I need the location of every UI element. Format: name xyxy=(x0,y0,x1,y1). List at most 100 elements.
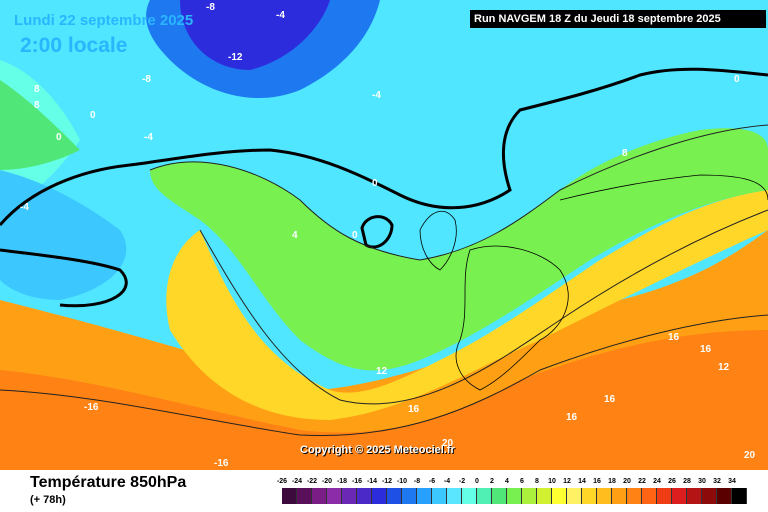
legend-swatch xyxy=(477,488,492,504)
legend-tick: 22 xyxy=(638,478,646,485)
legend-swatch xyxy=(342,488,357,504)
legend-tick: 14 xyxy=(578,478,586,485)
legend-swatch xyxy=(387,488,402,504)
contour-label: 16 xyxy=(408,404,420,415)
legend-swatch xyxy=(552,488,567,504)
legend-tick: -2 xyxy=(458,478,466,485)
contour-label: 16 xyxy=(566,412,578,423)
legend-tick: 28 xyxy=(683,478,691,485)
contour-label: 12 xyxy=(376,366,388,377)
contour-label: -4 xyxy=(20,202,29,213)
contour-label: -12 xyxy=(228,52,243,63)
contour-label: 16 xyxy=(604,394,616,405)
contour-label: 16 xyxy=(700,344,712,355)
legend-tick: 12 xyxy=(563,478,571,485)
legend-tick: -14 xyxy=(366,478,378,485)
contour-label: -4 xyxy=(144,132,153,143)
cool-region xyxy=(0,170,127,300)
contour-label: 4 xyxy=(292,230,298,241)
contour-label: -8 xyxy=(206,2,215,13)
warm-orange-region xyxy=(0,330,768,470)
legend-tick: 16 xyxy=(593,478,601,485)
legend-swatch xyxy=(507,488,522,504)
legend-tick: 8 xyxy=(535,478,539,485)
contour-label: -4 xyxy=(276,10,285,21)
coastline xyxy=(419,174,768,391)
contour-label: -8 xyxy=(142,74,151,85)
legend-swatch xyxy=(432,488,447,504)
legend-swatch xyxy=(282,488,297,504)
contour-label: 0 xyxy=(734,74,740,85)
legend-tick: -26 xyxy=(276,478,288,485)
contour-label: 20 xyxy=(744,450,756,461)
contour-label: 8 xyxy=(34,100,40,111)
legend-tick: 20 xyxy=(623,478,631,485)
legend-tick: 0 xyxy=(475,478,479,485)
legend-ticks: -26 -24 -22 -20 -18 -16 -14 -12 -10 -8 -6 -4 -2 0 2 4 6 8… xyxy=(277,478,752,488)
contour-0-west-line xyxy=(0,248,128,308)
contour-label: 0 xyxy=(372,178,378,189)
copyright-label: Copyright © 2025 Meteociel.fr xyxy=(300,444,455,456)
footer: Température 850hPa (+ 78h) -26 -24 -22 -20-… xyxy=(0,470,768,512)
legend-swatch xyxy=(462,488,477,504)
variable-title: Température 850hPa xyxy=(30,474,187,491)
legend-swatch xyxy=(642,488,657,504)
legend-swatch xyxy=(597,488,612,504)
legend-tick: 30 xyxy=(698,478,706,485)
legend-tick: 10 xyxy=(548,478,556,485)
contour-label: 0 xyxy=(90,110,96,121)
legend-tick: -4 xyxy=(443,478,451,485)
legend-tick: 26 xyxy=(668,478,676,485)
legend-tick: -24 xyxy=(291,478,303,485)
contour-label: 8 xyxy=(622,148,628,159)
west-green-region xyxy=(0,80,80,170)
contour-label: 12 xyxy=(718,362,730,373)
legend-swatch xyxy=(312,488,327,504)
contour-line xyxy=(149,124,768,261)
legend-swatch xyxy=(372,488,387,504)
legend-swatch xyxy=(567,488,582,504)
legend-swatch xyxy=(417,488,432,504)
contour-line xyxy=(199,209,768,405)
legend-tick: 4 xyxy=(505,478,509,485)
legend-swatch xyxy=(612,488,627,504)
legend-tick: -20 xyxy=(321,478,333,485)
contour-label: 20 xyxy=(442,438,454,449)
green-region xyxy=(150,128,768,371)
legend-tick: 24 xyxy=(653,478,661,485)
legend-swatch xyxy=(297,488,312,504)
contour-label: 16 xyxy=(668,332,680,343)
legend-tick: -16 xyxy=(351,478,363,485)
legend-swatch xyxy=(717,488,732,504)
legend-tick: -8 xyxy=(413,478,421,485)
legend-swatch xyxy=(402,488,417,504)
legend-swatch xyxy=(492,488,507,504)
legend-swatch xyxy=(732,488,747,504)
legend-tick: 32 xyxy=(713,478,721,485)
legend-swatch xyxy=(582,488,597,504)
legend-tick: -22 xyxy=(306,478,318,485)
legend-tick: -10 xyxy=(396,478,408,485)
legend-swatch xyxy=(702,488,717,504)
date-title: Lundi 22 septembre 2025 xyxy=(14,12,194,29)
legend-tick: 34 xyxy=(728,478,736,485)
legend-tick: 2 xyxy=(490,478,494,485)
yellow-band xyxy=(166,190,768,420)
contour-label: -16 xyxy=(84,402,99,413)
time-title: 2:00 locale xyxy=(20,34,128,57)
legend-swatch xyxy=(537,488,552,504)
contour-label: 8 xyxy=(34,84,40,95)
contour-label: 0 xyxy=(352,230,358,241)
legend-swatch xyxy=(357,488,372,504)
legend-swatch xyxy=(672,488,687,504)
legend-swatch xyxy=(657,488,672,504)
legend-tick: -18 xyxy=(336,478,348,485)
color-legend: -26 -24 -22 -20 -18 -16 -14 -12 -10 -8 -6 -4 -2 0 2 4 6 8… xyxy=(277,478,752,510)
legend-swatch xyxy=(327,488,342,504)
lead-time: (+ 78h) xyxy=(30,494,66,506)
legend-swatch xyxy=(522,488,537,504)
contour-0-island xyxy=(360,215,394,249)
coldest-region xyxy=(180,0,330,70)
contour-line xyxy=(0,314,768,437)
